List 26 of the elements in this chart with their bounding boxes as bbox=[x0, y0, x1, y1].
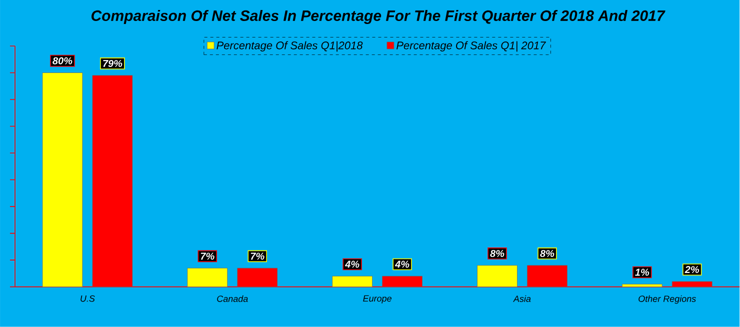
bar bbox=[237, 268, 278, 287]
bar bbox=[382, 276, 422, 287]
bar bbox=[187, 268, 228, 287]
data-label: 2% bbox=[684, 266, 700, 274]
legend-label: Percentage Of Sales Q1| 2017 bbox=[396, 41, 546, 52]
data-label: 8% bbox=[540, 250, 554, 258]
x-tick-label: Asia bbox=[513, 295, 531, 302]
bar bbox=[332, 276, 373, 287]
data-label: 79% bbox=[103, 60, 122, 68]
data-label: 4% bbox=[344, 260, 360, 268]
x-tick-label: Europe bbox=[363, 295, 392, 304]
chart-title: Comparaison Of Net Sales In Percentage For The First Quarter Of 2018 And 2017 bbox=[92, 10, 666, 24]
data-label: 7% bbox=[200, 252, 214, 260]
bar bbox=[42, 72, 83, 287]
bar bbox=[92, 75, 133, 287]
data-label: 4% bbox=[394, 260, 410, 268]
x-tick-label: Other Regions bbox=[638, 295, 696, 304]
data-label: 80% bbox=[52, 57, 72, 64]
x-tick-label: Canada bbox=[217, 295, 248, 302]
legend-label: Percentage Of Sales Q1|2018 bbox=[216, 41, 363, 52]
data-label: 1% bbox=[635, 268, 650, 276]
data-label: 8% bbox=[490, 250, 504, 258]
bar bbox=[477, 265, 518, 287]
bar bbox=[527, 265, 568, 287]
x-tick-label: U.S bbox=[80, 295, 95, 302]
data-label: 7% bbox=[250, 252, 264, 260]
